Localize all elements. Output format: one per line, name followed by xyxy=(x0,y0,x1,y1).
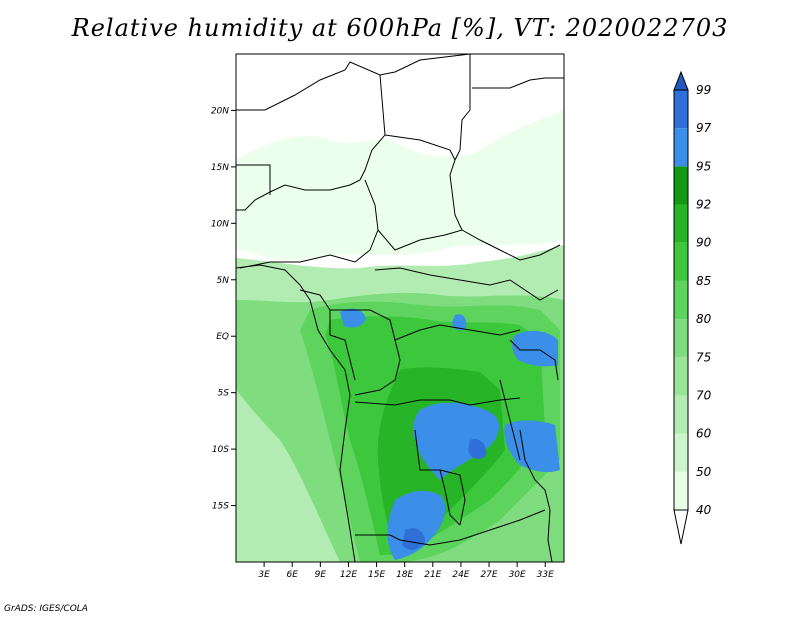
lat-tick-label: EQ xyxy=(216,332,229,342)
lat-tick-label: 15S xyxy=(212,502,229,512)
lon-tick-label: 12E xyxy=(340,570,357,580)
colorbar-level-label: 70 xyxy=(696,388,712,402)
colorbar-segment xyxy=(674,242,688,281)
colorbar-segment xyxy=(674,280,688,320)
longitude-axis: 3E 6E 9E 12E 15E 18E 21E 24E 27E 30E 33E xyxy=(258,562,554,580)
colorbar-level-label: 75 xyxy=(696,350,711,364)
lat-tick-label: 5N xyxy=(217,276,230,286)
colorbar-level-label: 50 xyxy=(696,465,712,479)
lon-tick-label: 33E xyxy=(537,570,554,580)
colorbar-segment xyxy=(674,204,688,243)
colorbar-top-arrow xyxy=(673,70,689,91)
colorbar-level-label: 95 xyxy=(696,159,711,173)
colorbar-level-label: 40 xyxy=(696,503,712,517)
credit-text: GrADS: IGES/COLA xyxy=(4,604,88,614)
colorbar-segment xyxy=(674,433,688,472)
colorbar-segment xyxy=(674,319,688,358)
colorbar-level-label: 92 xyxy=(696,198,711,212)
lat-tick-label: 10S xyxy=(212,445,229,455)
lat-tick-label: 10N xyxy=(211,219,229,229)
colorbar-segment xyxy=(674,357,688,396)
lon-tick-label: 27E xyxy=(480,570,497,580)
colorbar-level-label: 60 xyxy=(696,427,712,441)
colorbar-outline xyxy=(673,89,689,511)
latitude-axis: 20N 15N 10N 5N EQ 5S 10S 15S xyxy=(211,106,236,512)
colorbar-segment xyxy=(674,128,688,167)
lon-tick-label: 6E xyxy=(287,570,299,580)
lon-tick-label: 30E xyxy=(509,570,526,580)
lon-tick-label: 24E xyxy=(452,570,469,580)
lon-tick-label: 18E xyxy=(396,570,413,580)
lon-tick-label: 3E xyxy=(258,570,270,580)
colorbar-level-label: 90 xyxy=(696,236,712,250)
lon-tick-label: 9E xyxy=(315,570,327,580)
colorbar-segment xyxy=(674,395,688,434)
colorbar-segment xyxy=(674,471,688,510)
colorbar-segment xyxy=(674,166,688,205)
map-frame xyxy=(235,53,565,563)
colorbar-segment xyxy=(674,90,688,129)
lon-tick-label: 21E xyxy=(424,570,441,580)
lon-tick-label: 15E xyxy=(368,570,385,580)
chart-title: Relative humidity at 600hPa [%], VT: 202… xyxy=(71,14,729,42)
country-borders xyxy=(236,54,564,562)
coastline xyxy=(236,264,356,562)
humidity-field xyxy=(236,54,564,562)
colorbar-bottom-arrow xyxy=(673,509,689,545)
lat-tick-label: 15N xyxy=(211,163,229,173)
colorbar-level-label: 80 xyxy=(696,312,712,326)
colorbar-level-label: 99 xyxy=(696,83,711,97)
colorbar-level-label: 85 xyxy=(696,274,711,288)
lat-tick-label: 5S xyxy=(218,389,230,399)
colorbar-level-label: 97 xyxy=(696,121,712,135)
lat-tick-label: 20N xyxy=(211,106,229,116)
